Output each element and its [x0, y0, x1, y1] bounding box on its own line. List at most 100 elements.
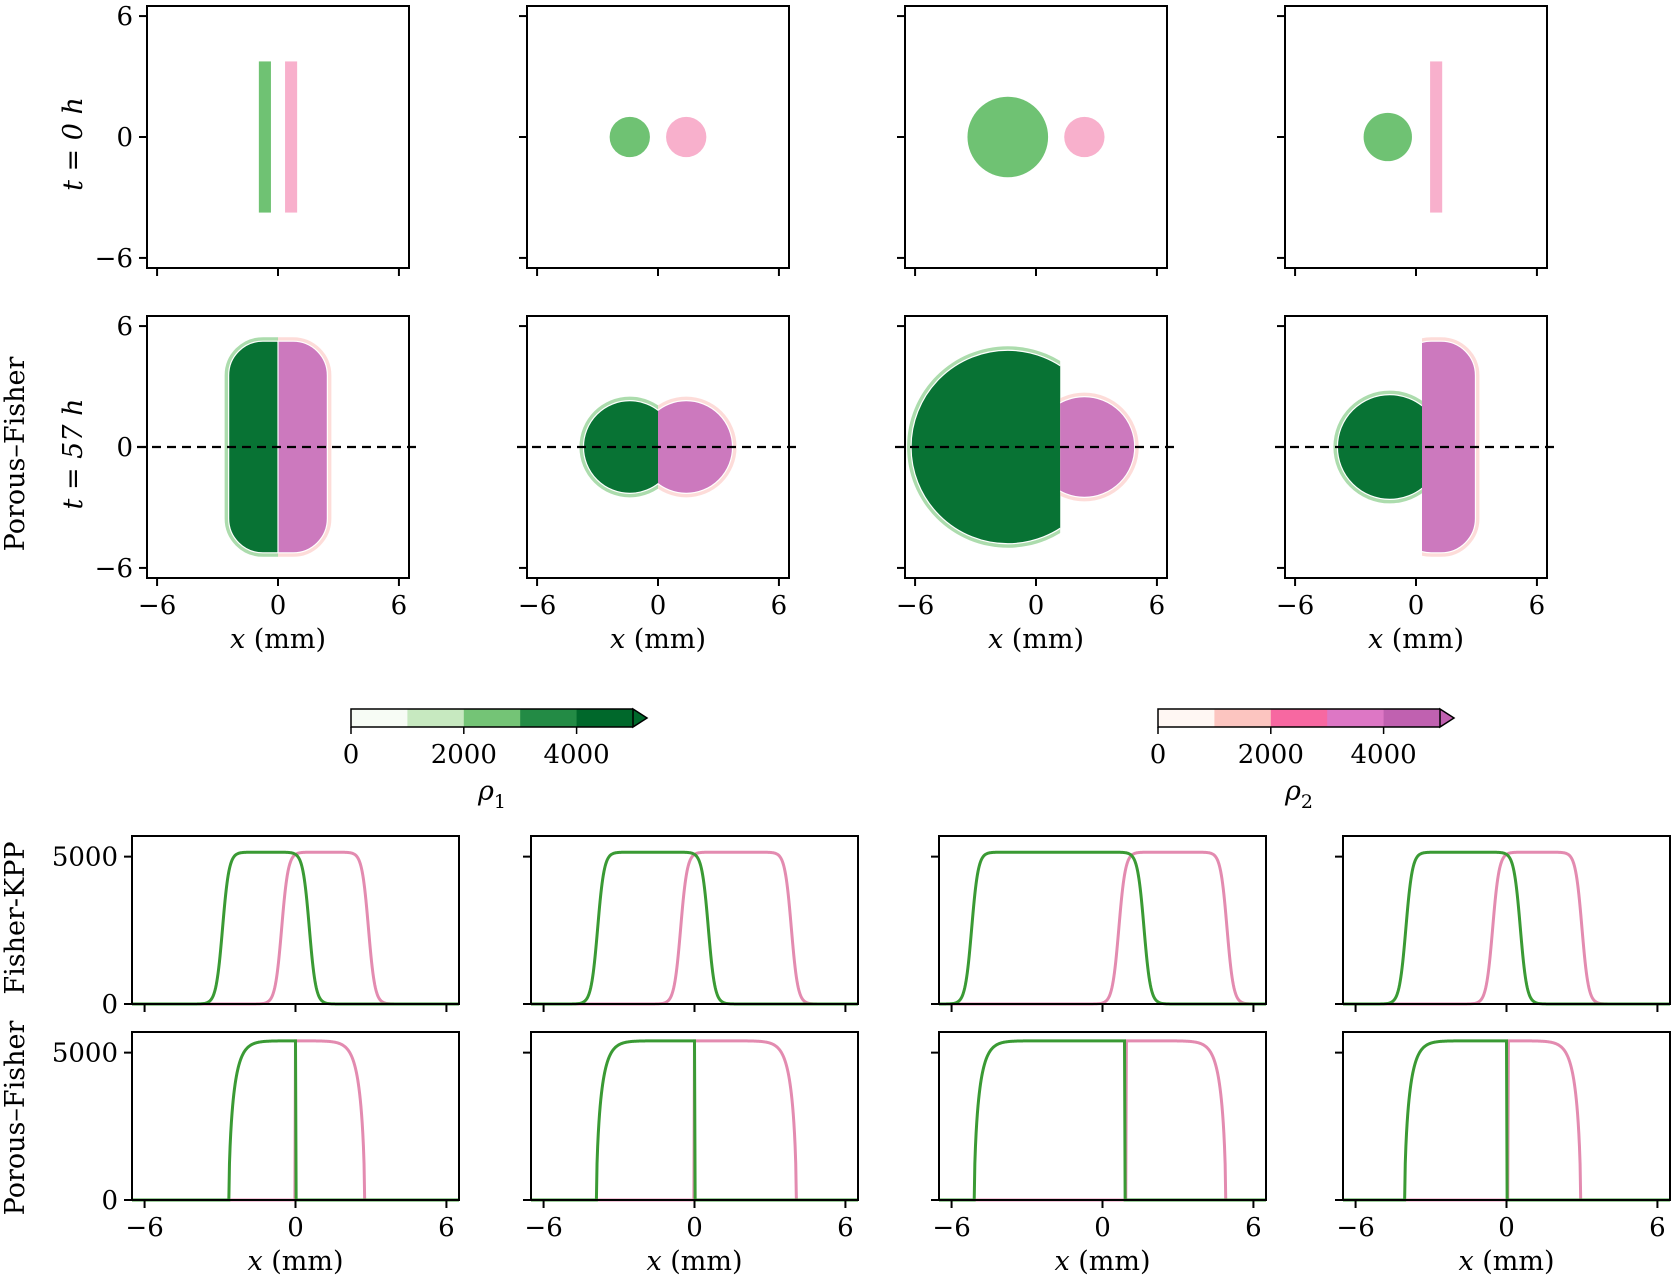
x-axis-label: x (mm)	[247, 1246, 343, 1277]
x-axis-label: x (mm)	[1458, 1246, 1554, 1277]
rho1-final-region	[224, 337, 278, 557]
colorbar-segment	[463, 709, 521, 727]
x-tick-label: −6	[518, 591, 556, 621]
colorbar-label: ρ2	[1284, 776, 1313, 813]
y-tick-label: 6	[116, 312, 133, 342]
x-axis-label: x (mm)	[646, 1246, 742, 1277]
initial-panel-4	[1277, 5, 1548, 276]
x-tick-label: 0	[1028, 591, 1045, 621]
rho1-initial-patch	[967, 96, 1049, 178]
fisher-kpp-profile-3	[931, 835, 1267, 1012]
x-tick-label: 0	[1498, 1213, 1515, 1243]
colorbar-tick-label: 4000	[1351, 740, 1417, 770]
x-tick-label: 0	[287, 1213, 304, 1243]
x-axis-label: x (mm)	[230, 624, 326, 655]
colorbar-tick-label: 0	[1150, 740, 1167, 770]
rho1-profile-line	[132, 850, 459, 1006]
porous-fisher-profile-4: −6 0 6 x (mm)	[1335, 1031, 1671, 1277]
initial-panel-1: 6 0 −6	[95, 2, 410, 276]
map-frame	[146, 5, 410, 269]
colorbar-segment	[576, 709, 634, 727]
x-tick-label: −6	[896, 591, 934, 621]
rho1-final-region-body	[228, 340, 278, 554]
row-label-fisher-kpp: Fisher-KPP	[0, 841, 31, 994]
profile-frame	[1342, 835, 1671, 1005]
x-tick-label: −6	[932, 1213, 970, 1243]
final-panel-1: 6 0 −6−6 0 6 x (mm)	[95, 312, 419, 655]
colorbar-extend	[632, 707, 649, 729]
rho2-initial-patch	[1430, 61, 1443, 213]
rho2-profile-line	[939, 1039, 1266, 1202]
colorbars: 0 2000 4000 ρ1 0 2000 4000 ρ2	[343, 707, 1456, 813]
x-tick-label: 0	[1408, 591, 1425, 621]
x-tick-label: 6	[391, 591, 408, 621]
y-tick-label: 5000	[52, 1039, 118, 1069]
colorbar-segment	[1270, 709, 1328, 727]
x-axis-label: x (mm)	[610, 624, 706, 655]
final-panel-2: −6 0 6 x (mm)	[517, 315, 799, 655]
final-panel-4: −6 0 6 x (mm)	[1275, 315, 1557, 655]
colorbar-extend	[1439, 707, 1456, 729]
x-tick-label: 0	[1094, 1213, 1111, 1243]
colorbar-segment	[1327, 709, 1385, 727]
map-frame	[526, 5, 790, 269]
rho1-profile-line	[531, 1039, 858, 1202]
x-tick-label: 6	[1649, 1213, 1666, 1243]
colorbar-label: ρ1	[477, 776, 506, 813]
rho2-initial-patch	[1064, 116, 1105, 158]
x-axis-label: x (mm)	[1368, 624, 1464, 655]
row-label-t57: t = 57 h	[58, 399, 89, 510]
colorbar-tick-label: 2000	[1238, 740, 1304, 770]
y-tick-label: −6	[95, 244, 133, 274]
initial-panel-3	[897, 5, 1168, 276]
y-tick-label: 6	[116, 2, 133, 32]
x-tick-label: −6	[1336, 1213, 1374, 1243]
x-tick-label: 0	[686, 1213, 703, 1243]
map-panels: 60−660−6−6 0 6x (mm)−6 0 6x (mm)−6 0 6x (mm)−6…	[95, 2, 1557, 655]
colorbar-segment	[351, 709, 408, 727]
row-label-model-pf-map: Porous–Fisher	[0, 357, 31, 552]
x-tick-label: 0	[270, 591, 287, 621]
x-axis-label: x (mm)	[988, 624, 1084, 655]
colorbar-segment	[407, 709, 465, 727]
porous-fisher-profile-2: −6 0 6 x (mm)	[523, 1031, 859, 1277]
row-label-t0: t = 0 h	[58, 97, 89, 191]
colorbar-segment	[520, 709, 578, 727]
rho1-initial-patch	[258, 61, 271, 213]
colorbar-tick-label: 2000	[431, 740, 497, 770]
rho2-profile-line	[531, 850, 858, 1006]
y-tick-label: 0	[101, 990, 118, 1020]
rho2-profile-line	[939, 850, 1266, 1006]
rho2-profile-line	[1343, 850, 1670, 1006]
x-tick-label: 6	[438, 1213, 455, 1243]
colorbar-frame	[1157, 708, 1440, 728]
rho1-initial-patch	[1363, 112, 1412, 162]
rho1-profile-line	[132, 1039, 459, 1202]
colorbar-segment	[1214, 709, 1272, 727]
porous-fisher-profile-3: −6 0 6 x (mm)	[931, 1031, 1267, 1277]
fisher-kpp-profile-2	[523, 835, 859, 1012]
rho1-profile-line	[1343, 850, 1670, 1006]
x-tick-label: −6	[524, 1213, 562, 1243]
y-tick-label: 0	[116, 433, 133, 463]
row-label-porous-fisher: Porous–Fisher	[0, 1021, 31, 1216]
rho1-profile-line	[939, 850, 1266, 1006]
colorbar-segment	[1383, 709, 1441, 727]
rho1-final-region	[1333, 390, 1423, 504]
x-tick-label: 6	[1245, 1213, 1262, 1243]
map-frame	[1284, 5, 1548, 269]
x-axis-label: x (mm)	[1054, 1246, 1150, 1277]
x-tick-label: −6	[138, 591, 176, 621]
colorbar-tick-label: 0	[343, 740, 360, 770]
y-tick-label: 0	[116, 123, 133, 153]
profile-panels: 5000 0 5000 0 −6 0 6 x (mm) −6 0 6 x (mm) −6 0 6 x (mm)…	[52, 835, 1671, 1277]
y-tick-label: −6	[95, 554, 133, 584]
profile-frame	[131, 835, 460, 1005]
colorbar-tick-label: 4000	[544, 740, 610, 770]
rho1-profile-line	[531, 850, 858, 1006]
y-tick-label: 5000	[52, 843, 118, 873]
x-tick-label: 0	[650, 591, 667, 621]
colorbar-segment	[1158, 709, 1215, 727]
